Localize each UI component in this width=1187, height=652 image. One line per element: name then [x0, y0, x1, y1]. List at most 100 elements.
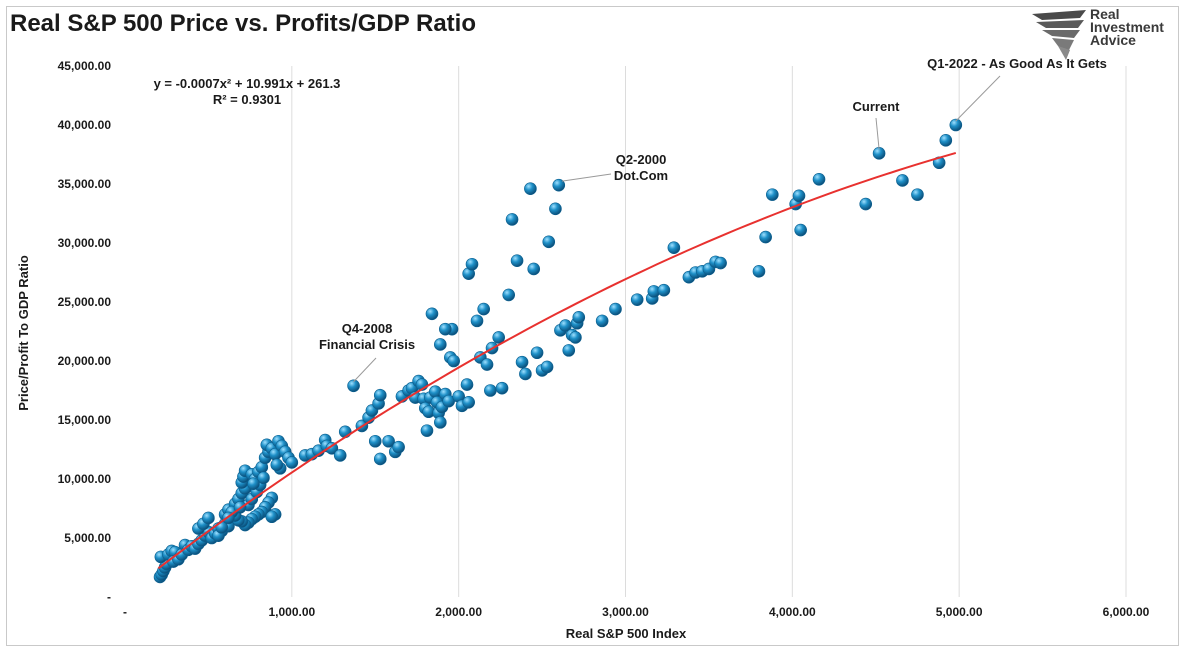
x-tick-label: 6,000.00 — [1103, 605, 1150, 619]
eagle-logo-icon — [1032, 10, 1086, 60]
data-point — [549, 202, 562, 216]
annotation-label: Q4-2008 — [342, 321, 393, 336]
trend-equation-text: y = -0.0007x² + 10.991x + 261.3 — [154, 76, 341, 91]
x-tick-label: 2,000.00 — [435, 605, 482, 619]
x-tick-label: 3,000.00 — [602, 605, 649, 619]
data-point — [569, 331, 582, 344]
data-point — [595, 314, 609, 328]
y-tick-labels: - 5,000.00 10,000.00 15,000.00 20,000.00 25,0… — [58, 59, 112, 604]
y-tick-label: 30,000.00 — [58, 236, 112, 250]
data-point — [911, 188, 924, 201]
data-point — [434, 416, 447, 429]
data-point — [495, 381, 509, 395]
logo-line-2: Investment — [1090, 19, 1164, 35]
trend-equation: y = -0.0007x² + 10.991x + 261.3 R² = 0.9… — [154, 76, 341, 107]
annotation-label: Q2-2000 — [616, 152, 667, 167]
data-point — [420, 424, 434, 437]
data-point — [465, 257, 479, 271]
data-point — [714, 256, 727, 270]
data-point — [505, 213, 519, 226]
data-point — [470, 314, 484, 328]
annotation-label: Q1-2022 - As Good As It Gets — [927, 56, 1107, 71]
data-point — [447, 354, 460, 368]
x-tick-label: 1,000.00 — [268, 605, 315, 619]
data-point — [794, 223, 807, 237]
trendline — [157, 151, 957, 570]
logo-line-1: Real — [1090, 6, 1120, 22]
y-axis-title: Price/Profit To GDP Ratio — [16, 255, 31, 411]
data-point — [527, 262, 541, 276]
data-point — [792, 189, 806, 203]
data-point — [630, 293, 644, 306]
data-point — [519, 367, 532, 381]
data-point — [202, 511, 215, 525]
data-point — [347, 379, 360, 393]
data-point — [325, 442, 339, 455]
data-point — [812, 172, 826, 186]
data-point — [265, 510, 279, 524]
data-point — [439, 322, 452, 336]
annotation-label: Financial Crisis — [319, 337, 415, 352]
annotation-leader — [353, 357, 377, 383]
data-point — [667, 241, 681, 255]
data-point — [484, 384, 497, 397]
y-tick-label: 25,000.00 — [58, 295, 112, 309]
data-point — [460, 378, 474, 391]
logo-line-3: Advice — [1090, 32, 1136, 48]
data-point — [434, 338, 447, 351]
data-point — [510, 254, 524, 268]
data-point — [247, 477, 260, 491]
logo-wordmark: Real Investment Advice — [1090, 6, 1164, 48]
data-point — [540, 360, 554, 374]
data-point — [752, 265, 766, 278]
trend-r2-text: R² = 0.9301 — [213, 92, 281, 107]
data-point — [373, 452, 387, 466]
y-tick-label: 15,000.00 — [58, 413, 112, 427]
data-point — [759, 230, 772, 244]
data-point — [382, 434, 395, 448]
data-point — [896, 174, 909, 187]
chart-title: Real S&P 500 Price vs. Profits/GDP Ratio — [10, 10, 476, 37]
x-tick-label: 5,000.00 — [936, 605, 983, 619]
data-point — [542, 235, 556, 249]
annotation-leader — [562, 173, 612, 182]
data-point — [462, 395, 475, 409]
data-point — [552, 178, 566, 192]
data-point — [270, 458, 284, 472]
data-point — [949, 118, 963, 132]
data-point — [373, 388, 387, 402]
data-point — [477, 302, 490, 316]
data-point — [572, 311, 586, 324]
data-point — [333, 449, 347, 462]
y-tick-label: 5,000.00 — [64, 531, 111, 545]
y-tick-label: 20,000.00 — [58, 354, 112, 368]
annotation-leader — [955, 75, 1001, 122]
data-point — [939, 134, 953, 147]
data-point — [515, 355, 529, 369]
y-tick-label: 10,000.00 — [58, 472, 112, 486]
data-point — [657, 283, 671, 297]
annotation-label: Dot.Com — [614, 168, 668, 183]
y-tick-label: 40,000.00 — [58, 118, 112, 132]
data-points — [153, 118, 963, 584]
y-tick-label: - — [107, 590, 111, 604]
data-point — [392, 440, 405, 454]
data-point — [257, 471, 270, 485]
data-point — [530, 346, 544, 360]
data-point — [368, 434, 382, 448]
data-point — [492, 331, 506, 344]
data-point — [859, 197, 873, 211]
x-tick-labels: - 1,000.00 2,000.00 3,000.00 4,000.00 5,000.0… — [123, 605, 1150, 619]
x-tick-label: 4,000.00 — [769, 605, 816, 619]
annotation-leader — [875, 117, 880, 150]
data-point — [766, 188, 779, 201]
data-point — [285, 456, 299, 469]
data-point — [480, 358, 494, 371]
x-tick-label: - — [123, 605, 127, 619]
data-point — [425, 307, 439, 321]
data-point — [524, 182, 537, 196]
trendline-curve — [157, 151, 957, 570]
data-point — [562, 344, 576, 357]
